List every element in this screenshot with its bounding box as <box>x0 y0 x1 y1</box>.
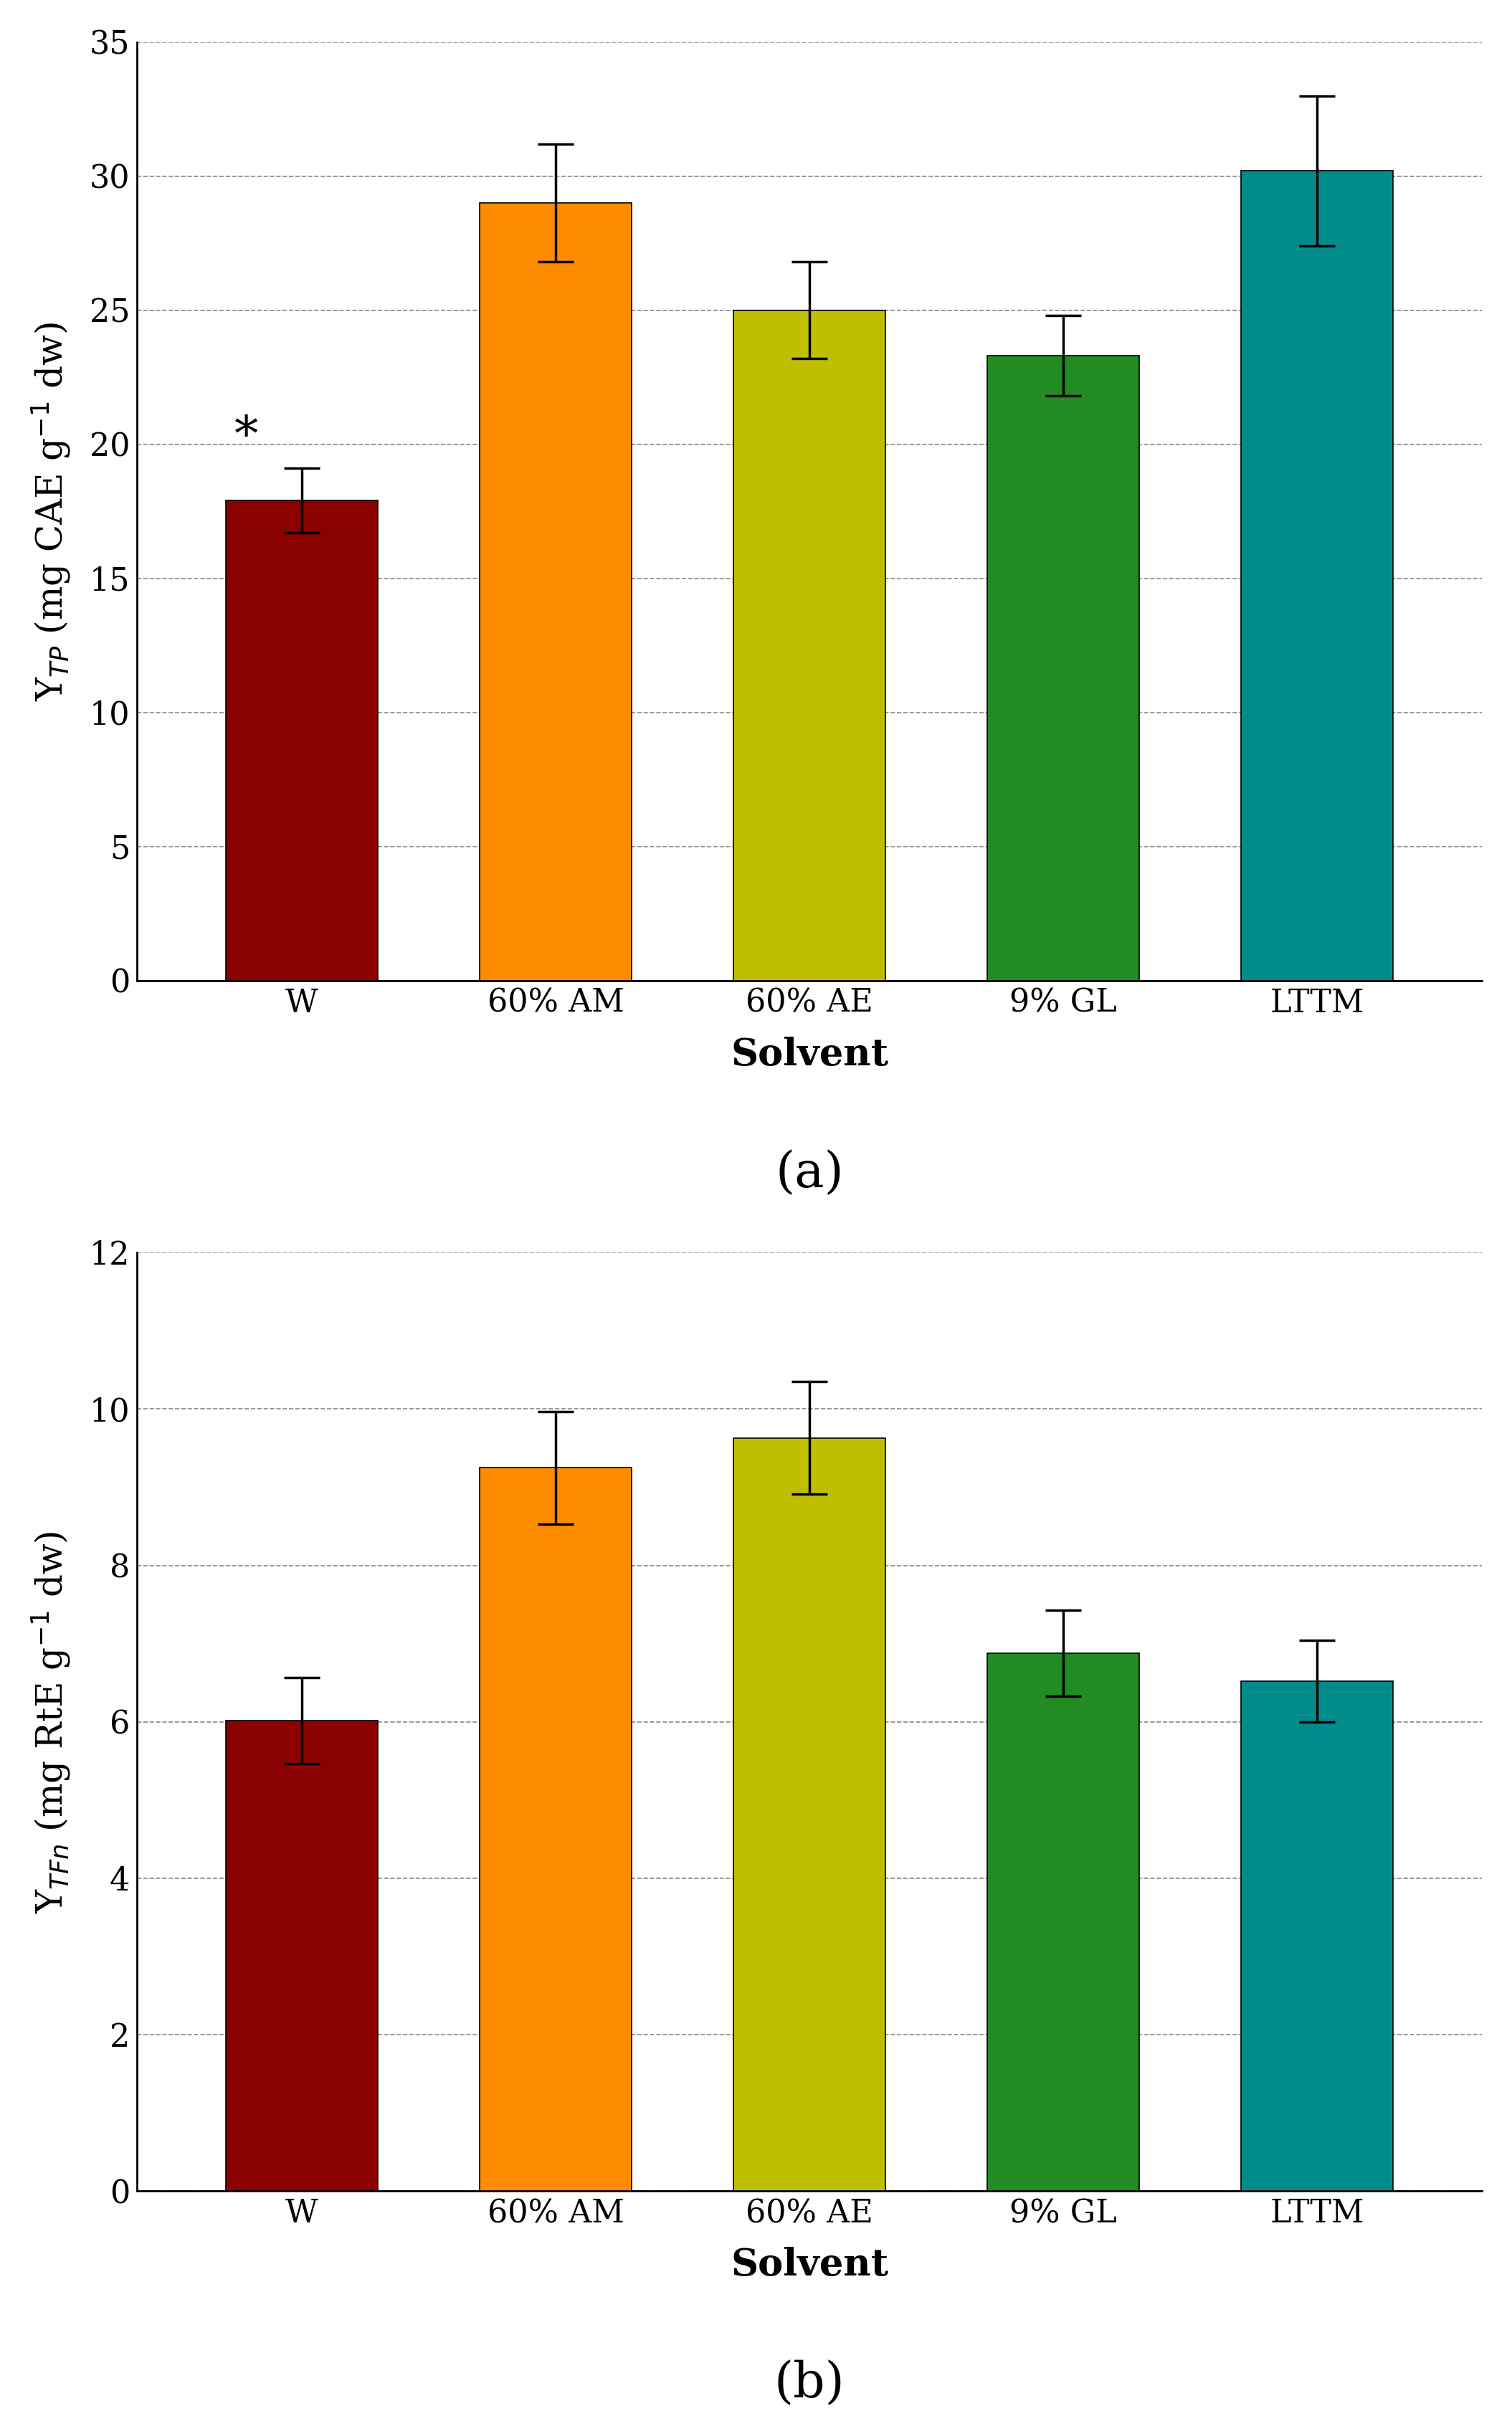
Text: *: * <box>234 414 259 460</box>
X-axis label: Solvent: Solvent <box>730 1036 889 1073</box>
Bar <box>987 1654 1140 2191</box>
Bar <box>479 1467 632 2191</box>
Bar <box>733 1438 886 2191</box>
Bar <box>733 310 886 981</box>
Bar <box>987 356 1140 981</box>
Text: (b): (b) <box>774 2360 845 2406</box>
X-axis label: Solvent: Solvent <box>730 2247 889 2283</box>
Bar <box>1241 172 1393 981</box>
Bar <box>1241 1680 1393 2191</box>
Bar <box>225 501 378 981</box>
Text: (a): (a) <box>776 1150 844 1196</box>
Y-axis label: Y$_{TP}$ (mg CAE g$^{-1}$ dw): Y$_{TP}$ (mg CAE g$^{-1}$ dw) <box>30 322 74 702</box>
Bar <box>479 203 632 981</box>
Bar <box>225 1721 378 2191</box>
Y-axis label: Y$_{TFn}$ (mg RtE g$^{-1}$ dw): Y$_{TFn}$ (mg RtE g$^{-1}$ dw) <box>30 1530 74 1913</box>
